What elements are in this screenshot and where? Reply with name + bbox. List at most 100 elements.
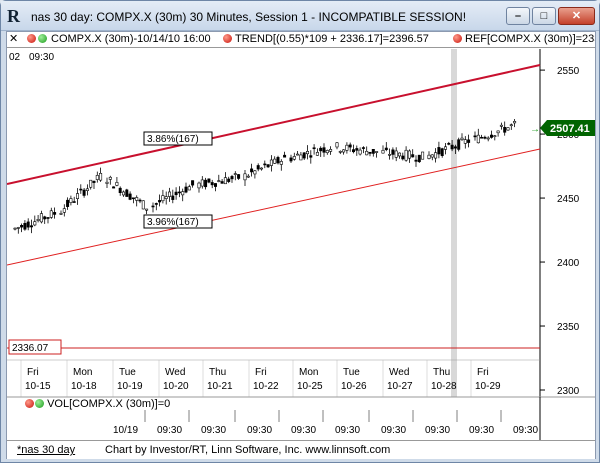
candle-body bbox=[122, 191, 126, 196]
close-pane-icon[interactable]: ✕ bbox=[9, 33, 19, 45]
candle-body bbox=[69, 198, 73, 203]
candle-body bbox=[118, 187, 122, 194]
candle-body bbox=[309, 155, 313, 158]
price-chart[interactable]: 3.86%(167) 3.96%(167) 2336.07 02 09:30 2… bbox=[7, 32, 595, 440]
ref-label[interactable]: REF[COMPX.X (30m)]=233 bbox=[465, 33, 595, 45]
candle-body bbox=[23, 223, 27, 230]
candle-body bbox=[266, 164, 270, 168]
close-button[interactable]: ✕ bbox=[558, 7, 595, 25]
volume-time-label: 09:30 bbox=[157, 425, 182, 436]
candle-body bbox=[62, 208, 66, 213]
candle-body bbox=[368, 151, 372, 154]
candle-body bbox=[16, 227, 20, 229]
minimize-button[interactable]: ⎯ bbox=[506, 7, 530, 25]
candle-body bbox=[453, 146, 457, 149]
candle-body bbox=[463, 139, 467, 144]
candle-body bbox=[302, 152, 306, 159]
trend-label[interactable]: TREND[(0.55)*109 + 2336.17]=2396.57 bbox=[235, 33, 429, 45]
candle-body bbox=[59, 213, 63, 215]
x-date-label: 10-25 bbox=[297, 381, 323, 392]
candlestick-series bbox=[13, 119, 517, 234]
candle-body bbox=[20, 224, 24, 228]
candle-body bbox=[411, 154, 415, 158]
candle-body bbox=[276, 157, 280, 164]
candle-body bbox=[493, 135, 497, 137]
title-bar[interactable]: R nas 30 day: COMPX.X (30m) 30 Minutes, … bbox=[1, 1, 599, 31]
x-date-label: 10-28 bbox=[431, 381, 457, 392]
candle-body bbox=[243, 173, 247, 181]
candle-body bbox=[26, 221, 30, 228]
candle-body bbox=[76, 193, 80, 199]
candle-body bbox=[177, 191, 181, 194]
candle-body bbox=[256, 165, 260, 170]
candle-body bbox=[217, 180, 221, 182]
candle-body bbox=[335, 142, 339, 148]
candle-body bbox=[197, 182, 201, 189]
candle-body bbox=[181, 191, 185, 196]
candle-body bbox=[29, 225, 33, 228]
candle-body bbox=[115, 182, 119, 186]
candle-body bbox=[237, 174, 241, 179]
candle-body bbox=[125, 189, 129, 197]
candle-body bbox=[223, 177, 227, 185]
x-day-label: Tue bbox=[343, 367, 360, 378]
candle-body bbox=[407, 150, 411, 159]
current-price-tag: → 2507.41 bbox=[530, 120, 595, 136]
y-axis: 255025002450240023502300 bbox=[540, 66, 580, 397]
candle-body bbox=[145, 208, 149, 211]
upper-channel-tag: 3.86%(167) bbox=[143, 131, 213, 146]
trend-lower-line bbox=[7, 148, 541, 266]
status-dots bbox=[27, 33, 47, 45]
candle-body bbox=[499, 124, 503, 127]
candle-body bbox=[351, 149, 355, 153]
volume-time-label: 09:30 bbox=[469, 425, 494, 436]
x-axis: Fri 10-15 Mon 10-18 Tue 10-19 Wed 10-20 Thu 10-21… bbox=[25, 367, 501, 392]
candle-body bbox=[230, 176, 234, 180]
ref-dot-icon bbox=[453, 33, 462, 45]
candle-body bbox=[112, 186, 116, 189]
chart-tab[interactable]: *nas 30 day bbox=[17, 444, 76, 456]
svg-text:2336.07: 2336.07 bbox=[12, 343, 49, 354]
candle-body bbox=[443, 146, 447, 150]
x-day-label: Thu bbox=[433, 367, 450, 378]
candle-body bbox=[95, 175, 99, 180]
x-date-label: 10-29 bbox=[475, 381, 501, 392]
candle-body bbox=[151, 205, 155, 208]
candle-body bbox=[79, 188, 83, 191]
symbol-label[interactable]: COMPX.X (30m)-10/14/10 16:00 bbox=[51, 33, 211, 45]
volume-label[interactable]: VOL[COMPX.X (30m)]=0 bbox=[25, 398, 170, 410]
candle-body bbox=[36, 218, 40, 221]
candle-body bbox=[187, 186, 191, 191]
maximize-button[interactable]: □ bbox=[532, 7, 556, 25]
candle-body bbox=[476, 134, 480, 144]
candle-body bbox=[184, 186, 188, 193]
candle-body bbox=[434, 152, 438, 159]
volume-time-label: 09:30 bbox=[247, 425, 272, 436]
candle-body bbox=[233, 173, 237, 175]
candle-body bbox=[305, 151, 309, 155]
candle-body bbox=[312, 147, 316, 150]
candle-body bbox=[299, 154, 303, 161]
volume-time-label: 09:30 bbox=[291, 425, 316, 436]
candle-body bbox=[174, 191, 178, 196]
chart-client-area: ✕ COMPX.X (30m)-10/14/10 16:00 TREND[(0.… bbox=[6, 31, 596, 459]
candle-body bbox=[108, 176, 112, 180]
candle-body bbox=[319, 147, 323, 152]
candle-body bbox=[315, 152, 319, 156]
candle-body bbox=[473, 135, 477, 138]
price-arrow-icon: → bbox=[530, 124, 540, 135]
candle-body bbox=[283, 154, 287, 158]
candle-body bbox=[99, 173, 103, 181]
candle-body bbox=[250, 168, 254, 173]
candle-body bbox=[513, 121, 517, 124]
x-day-label: Fri bbox=[27, 367, 39, 378]
candle-body bbox=[509, 124, 513, 127]
candle-body bbox=[296, 153, 300, 156]
candle-body bbox=[394, 150, 398, 158]
candle-body bbox=[105, 181, 109, 184]
candle-body bbox=[246, 175, 250, 178]
candle-body bbox=[273, 158, 277, 164]
candle-body bbox=[325, 150, 329, 154]
trend-upper-line bbox=[7, 64, 541, 185]
volume-label-text: VOL[COMPX.X (30m)]=0 bbox=[47, 398, 171, 410]
